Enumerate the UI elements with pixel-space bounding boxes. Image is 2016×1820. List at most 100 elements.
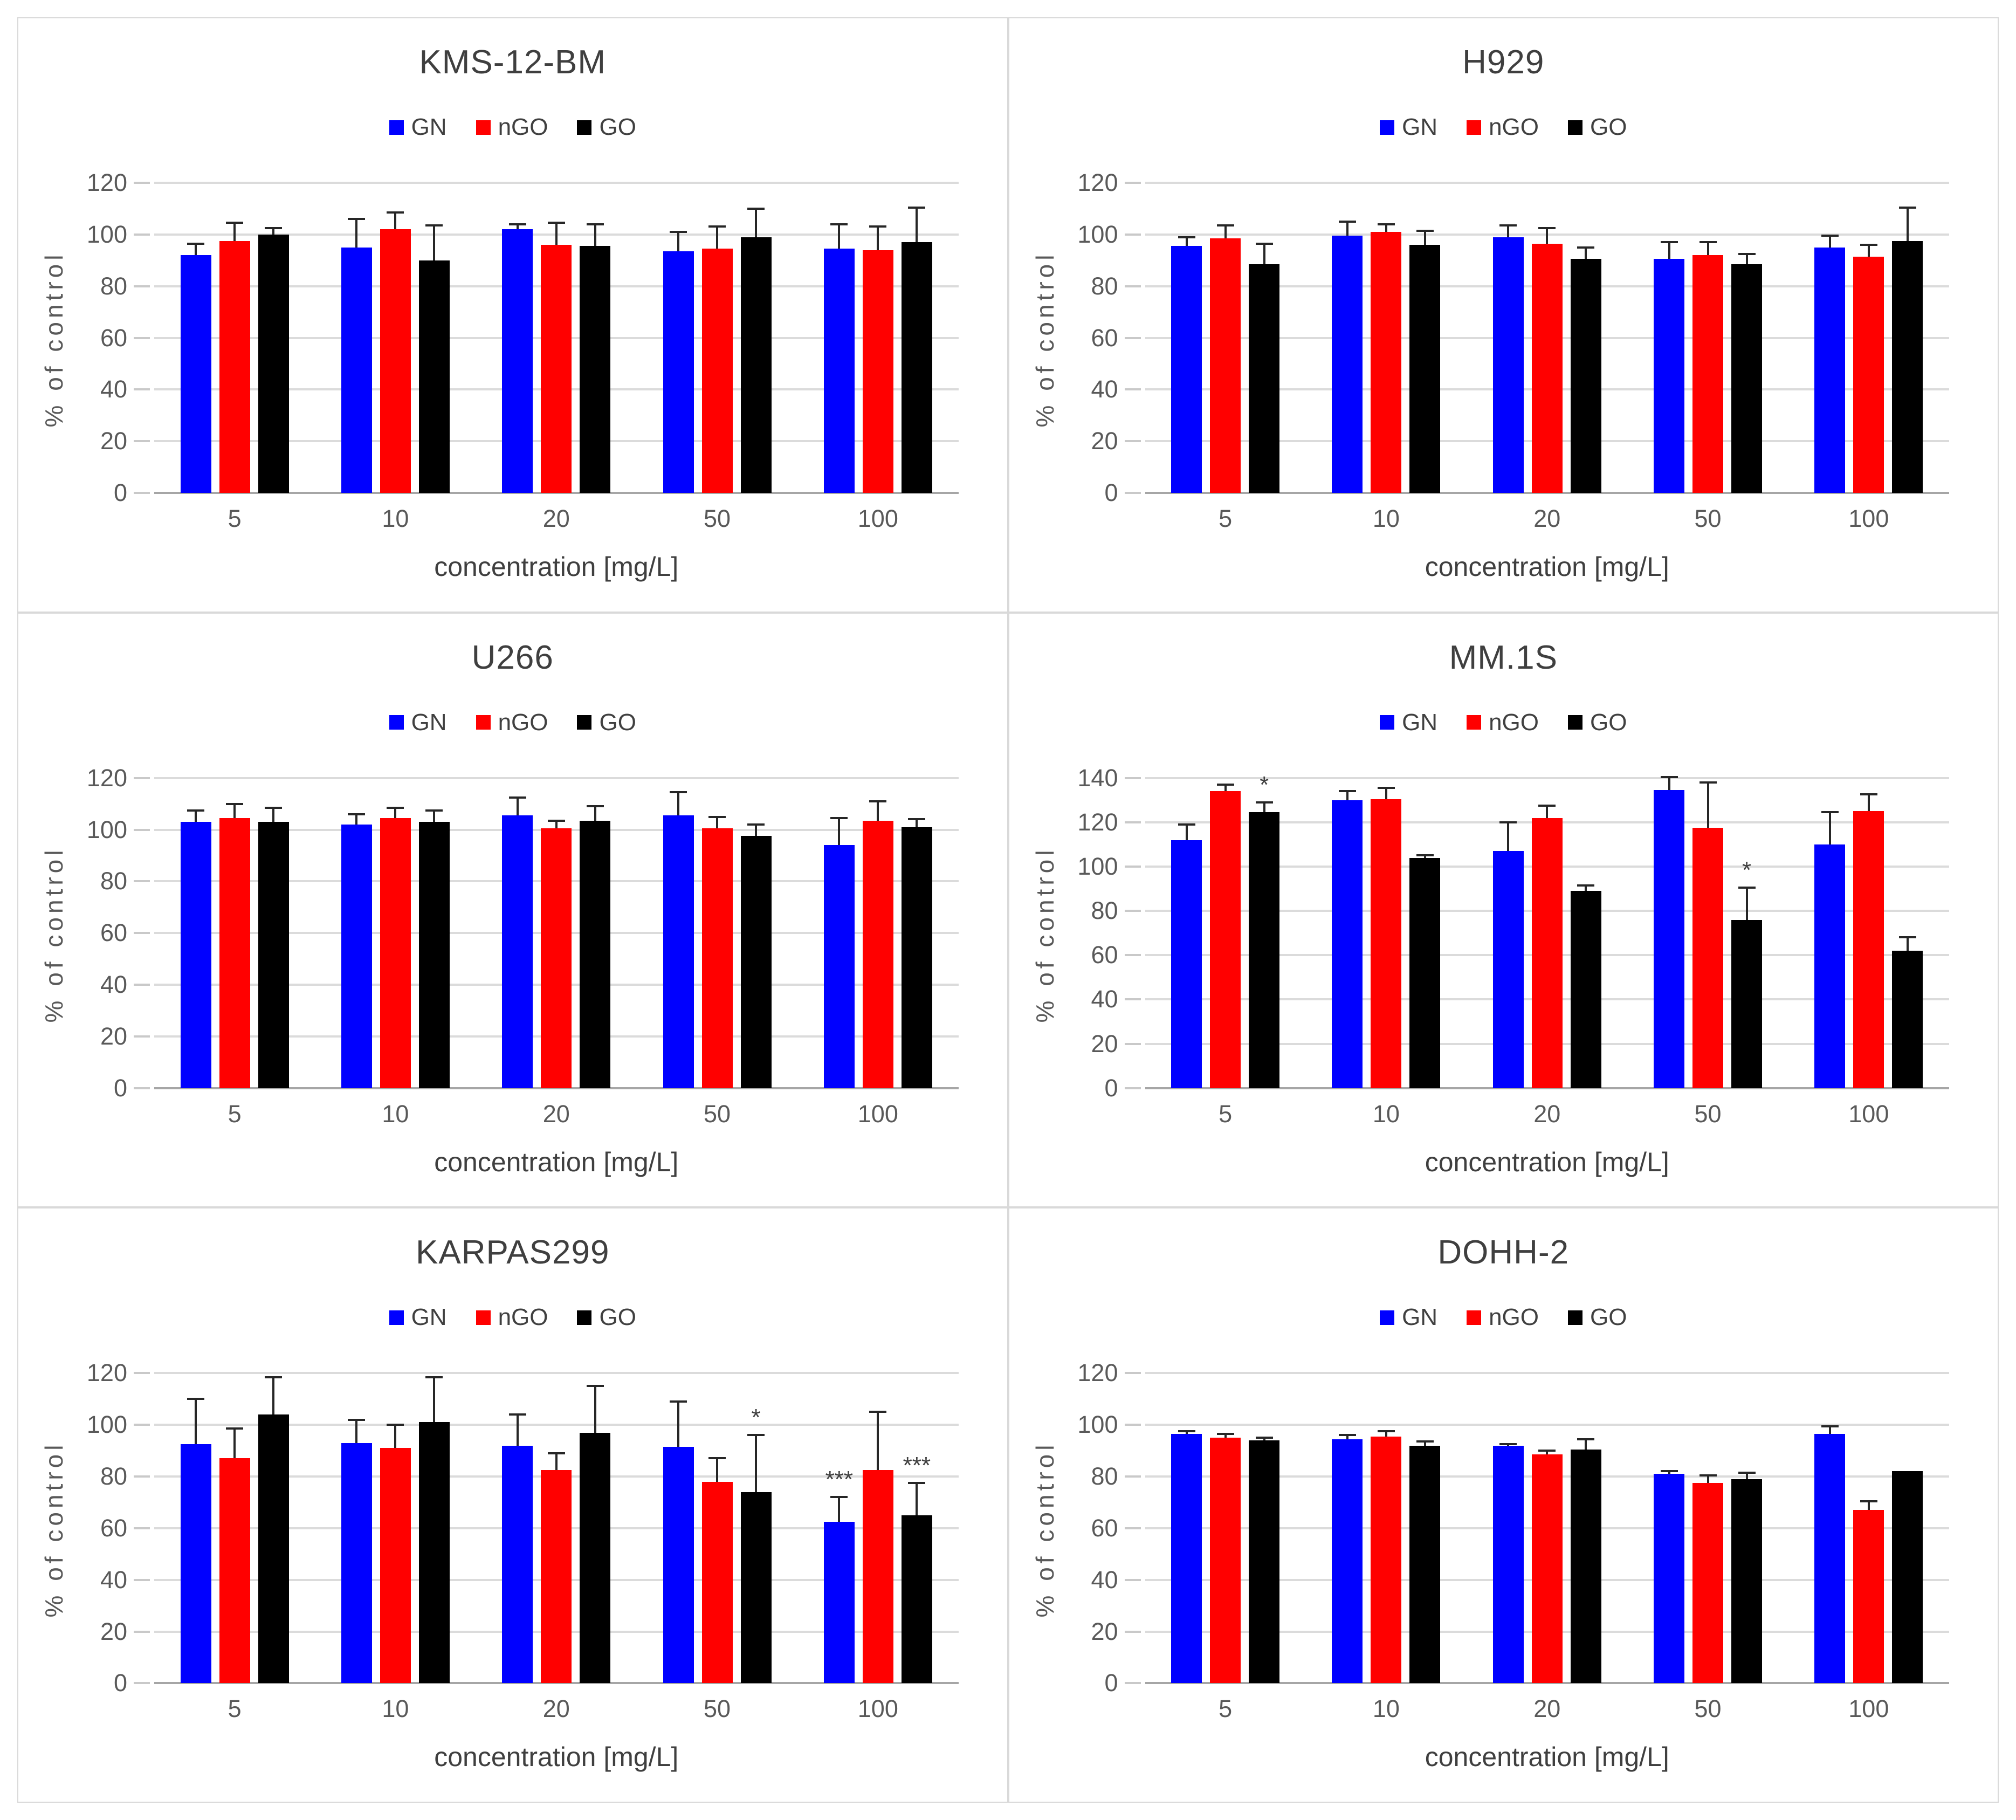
error-bar — [670, 231, 687, 251]
y-tick-label: 80 — [100, 272, 127, 300]
bar-gn-100 — [1814, 1425, 1846, 1684]
error-bar — [747, 823, 765, 836]
bar-ngo-10 — [380, 1424, 411, 1684]
y-tick-mark — [1124, 1578, 1141, 1581]
bar-ngo-50 — [1692, 781, 1724, 1088]
bar-gn-50 — [663, 231, 694, 493]
bar-gn-100 — [823, 223, 855, 493]
legend-label: GN — [411, 709, 447, 736]
legend-label: nGO — [498, 709, 548, 736]
bar-ngo-10 — [380, 211, 411, 493]
legend-label: GN — [411, 1304, 447, 1331]
x-tick-label: 100 — [1848, 505, 1889, 532]
plot-area: 0 20 40 60 80 100 120 — [1077, 1359, 1949, 1697]
x-tick-label: 100 — [857, 1695, 898, 1723]
legend-swatch-ngo — [476, 120, 491, 135]
y-tick-mark — [134, 828, 150, 831]
gridline — [154, 1424, 959, 1426]
error-bar-cap — [1255, 242, 1273, 245]
x-tick-labels: 5 10 20 50 100 — [1145, 1695, 1950, 1723]
error-bar — [1416, 1440, 1434, 1446]
x-tick-label: 10 — [382, 505, 409, 532]
y-tick-label: 80 — [1091, 1462, 1118, 1490]
plot-area: 0 20 40 60 80 100 120 140 * * — [1077, 764, 1949, 1102]
y-tick-label: 80 — [100, 1462, 127, 1490]
y-tick-mark — [134, 492, 150, 494]
y-tick-label: 40 — [1091, 1565, 1118, 1594]
error-bar — [1538, 1450, 1556, 1455]
x-tick-label: 5 — [1219, 1695, 1233, 1723]
error-bar-cap — [670, 1400, 687, 1403]
y-tick-label: 100 — [1077, 852, 1118, 880]
x-tick-label: 10 — [1372, 505, 1400, 532]
bar-go-10 — [1409, 854, 1441, 1088]
error-bar-cap — [908, 818, 926, 821]
x-axis-line — [154, 1087, 959, 1089]
x-tick-label: 20 — [542, 1695, 570, 1723]
error-bar-cap — [1416, 1440, 1434, 1443]
x-tick-label: 20 — [1533, 1695, 1561, 1723]
y-tick-label: 60 — [100, 919, 127, 947]
legend-swatch-gn — [389, 715, 404, 730]
y-tick-label: 40 — [1091, 375, 1118, 403]
error-bar-cap — [1821, 811, 1839, 814]
x-axis-line — [1145, 1682, 1949, 1685]
y-tick-mark — [1124, 336, 1141, 339]
y-tick-mark — [134, 1087, 150, 1089]
error-bar-cap — [226, 1427, 244, 1430]
bar-go-20 — [580, 1385, 611, 1684]
error-bar — [1216, 784, 1234, 792]
bar-go-10 — [418, 224, 450, 493]
error-bar-cap — [1338, 790, 1356, 793]
bar-group-5 — [1145, 183, 1306, 493]
error-bar-cap — [1178, 823, 1195, 826]
error-bar — [348, 813, 366, 825]
error-bar-cap — [747, 823, 765, 826]
bar-gn-5 — [1171, 823, 1202, 1088]
error-bar-cap — [1860, 1500, 1877, 1502]
legend-item-gn: GN — [1380, 1304, 1437, 1331]
bar-go-10 — [1409, 1440, 1441, 1684]
error-bar-cap — [1821, 235, 1839, 237]
error-bar — [586, 1385, 604, 1433]
chart-panel-u266: U266 GN nGO GO % of control 0 20 40 60 80 100 12… — [17, 612, 1008, 1208]
plot-area: 0 20 40 60 80 100 120 — [87, 169, 959, 506]
y-tick-label: 20 — [100, 427, 127, 455]
y-tick-label: 40 — [1091, 985, 1118, 1013]
bar-group-50 — [637, 183, 797, 493]
error-bar-cap — [1577, 246, 1595, 249]
error-bar-cap — [1860, 793, 1877, 796]
chart-title: H929 — [1462, 44, 1545, 81]
y-tick-label: 40 — [100, 375, 127, 403]
error-bar-cap — [1577, 1438, 1595, 1440]
y-tick-label: 80 — [100, 867, 127, 895]
legend-label: GO — [1590, 114, 1627, 140]
x-axis-title: concentration [mg/L] — [434, 1742, 679, 1773]
error-bar-cap — [547, 819, 565, 822]
error-bar — [387, 806, 404, 818]
bar-go-5 — [1249, 1437, 1280, 1684]
error-bar — [747, 207, 765, 237]
y-tick-mark — [1124, 998, 1141, 1001]
error-bar-cap — [187, 809, 205, 812]
y-tick-label: 40 — [100, 971, 127, 998]
legend-label: GN — [1402, 709, 1438, 736]
bar-group-100 — [797, 778, 958, 1088]
legend-label: GO — [599, 1304, 636, 1331]
y-tick-mark — [1124, 910, 1141, 912]
legend: GN nGO GO — [1009, 1304, 1998, 1331]
error-bar-cap — [547, 222, 565, 224]
x-tick-label: 10 — [1372, 1100, 1400, 1128]
bar-group-10 — [315, 778, 476, 1088]
legend-label: GO — [599, 709, 636, 736]
bar-ngo-20 — [541, 222, 572, 493]
legend-swatch-ngo — [476, 1310, 491, 1325]
x-tick-label: 20 — [1533, 505, 1561, 532]
error-bar-cap — [1416, 229, 1434, 232]
error-bar-cap — [1499, 821, 1517, 823]
x-tick-label: 5 — [1219, 1100, 1233, 1128]
legend-label: nGO — [1489, 709, 1539, 736]
y-tick-label: 120 — [1077, 1359, 1118, 1387]
error-bar — [1255, 801, 1273, 813]
legend-label: nGO — [1489, 1304, 1539, 1331]
